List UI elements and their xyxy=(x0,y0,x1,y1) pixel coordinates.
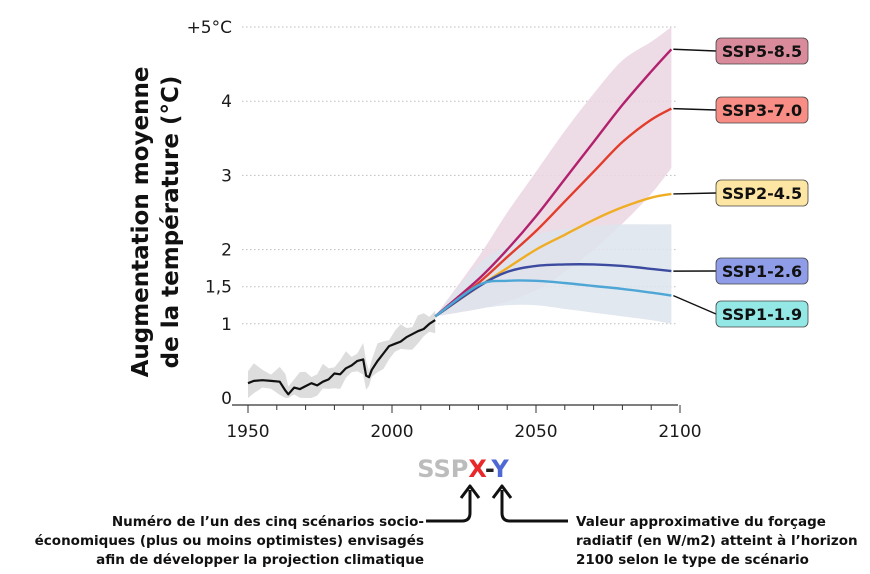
note-radiative-forcing: Valeur approximative du forçage radiatif… xyxy=(576,513,866,570)
y-tick-label-3: 2 xyxy=(221,241,232,261)
scenario-badge-ssp5-8.5 xyxy=(715,37,809,65)
series-line-ssp5-8.5 xyxy=(434,48,673,318)
scenario-label-ssp5-8.5: SSP5-8.5 xyxy=(722,42,802,61)
scenario-label-ssp1-1.9: SSP1-1.9 xyxy=(722,305,802,324)
y-tick-label-2: 1,5 xyxy=(205,278,232,298)
leader-line-ssp3-7.0 xyxy=(673,107,717,111)
scenario-badge-ssp1-2.6 xyxy=(715,257,809,285)
y-tick-label-0: 0 xyxy=(221,389,232,409)
formula-part-prefix: SSP xyxy=(417,455,468,483)
scenario-badge-ssp2-4.5 xyxy=(715,179,809,207)
leader-line-ssp2-4.5 xyxy=(673,192,717,195)
scenario-label-ssp1-2.6: SSP1-2.6 xyxy=(722,262,802,281)
y-axis-title-line-1: Augmentation moyenne xyxy=(128,67,154,378)
y-tick-label-1: 1 xyxy=(221,315,232,335)
y-axis-title-line-2: de la température (°C) xyxy=(158,76,184,369)
arrow-left-to-x xyxy=(426,490,472,523)
historical-uncertainty-band xyxy=(248,310,436,398)
y-tick-label-6: +5°C xyxy=(187,18,232,38)
leader-line-ssp5-8.5 xyxy=(673,48,717,52)
leader-line-ssp1-1.9 xyxy=(673,294,717,315)
x-tick-label-1: 2000 xyxy=(370,422,413,442)
scenario-badge-ssp3-7.0 xyxy=(715,96,809,124)
note-right-line-3: 2100 selon le type de scénario xyxy=(576,552,809,568)
scenario-badge-ssp1-1.9 xyxy=(715,300,809,328)
formula-part-dash: - xyxy=(485,455,494,483)
historical-line xyxy=(247,319,436,396)
note-scenario-number: Numéro de l’un des cinq scénarios socio-… xyxy=(4,513,424,570)
formula-part-x: X xyxy=(468,455,487,483)
arrow-right-to-y xyxy=(500,490,568,523)
formula-sspx-y: SSPX-Y xyxy=(417,455,509,483)
arrowhead-right xyxy=(491,484,513,499)
note-left-line-1: Numéro de l’un des cinq scénarios socio- xyxy=(111,514,424,530)
scenario-label-ssp2-4.5: SSP2-4.5 xyxy=(722,184,802,203)
note-right-line-2: radiatif (en W/m2) atteint à l’horizon xyxy=(576,533,858,549)
band-ssp1-2.6 xyxy=(435,224,672,324)
note-left-line-3: afin de développer la projection climati… xyxy=(96,552,424,568)
note-right-line-1: Valeur approximative du forçage xyxy=(576,514,826,530)
band-ssp5-8.5 xyxy=(435,27,672,317)
x-tick-label-2: 2050 xyxy=(514,422,557,442)
series-line-ssp1-1.9 xyxy=(434,279,672,318)
x-tick-label-3: 2100 xyxy=(658,422,701,442)
formula-part-y: Y xyxy=(490,455,509,483)
y-tick-label-5: 4 xyxy=(221,92,232,112)
note-left-line-2: économiques (plus ou moins optimistes) e… xyxy=(34,533,424,549)
y-axis-title: Augmentation moyenne de la température (°… xyxy=(128,67,184,378)
arrowhead-left xyxy=(459,484,481,499)
series-line-ssp3-7.0 xyxy=(434,107,672,318)
y-tick-label-4: 3 xyxy=(221,166,232,186)
x-tick-label-0: 1950 xyxy=(226,422,269,442)
scenario-label-ssp3-7.0: SSP3-7.0 xyxy=(722,101,802,120)
